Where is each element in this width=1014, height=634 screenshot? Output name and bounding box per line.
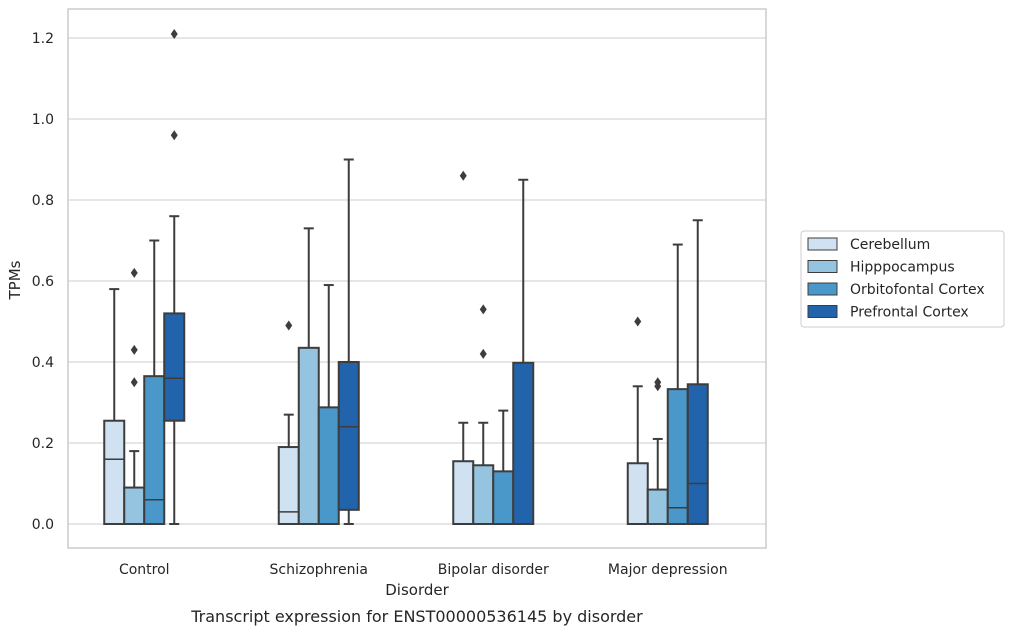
legend-frame [800, 230, 1005, 328]
outlier-point [479, 348, 487, 359]
box-groups [103, 28, 709, 526]
box-group-major-depression [626, 219, 709, 526]
y-tick-labels: 0.0 0.2 0.4 0.6 0.8 1.0 1.2 [32, 31, 54, 533]
y-tick-label: 0.6 [32, 274, 54, 290]
chart-caption: Transcript expression for ENST0000053614… [190, 607, 643, 626]
box-orbitofontal-cortex [666, 388, 689, 526]
box-hipppocampus [297, 346, 320, 526]
x-tick-label: Bipolar disorder [438, 562, 549, 578]
y-tick-label: 0.2 [32, 436, 54, 452]
legend: Cerebellum Hipppocampus Orbitofontal Corte… [800, 230, 1005, 328]
outlier-point [634, 316, 642, 327]
y-tick-label: 0.8 [32, 193, 54, 209]
gridlines [68, 37, 766, 525]
legend-label: Orbitofontal Cortex [850, 282, 985, 298]
box-group-bipolar-disorder [452, 170, 535, 526]
plot-frame [67, 8, 767, 549]
legend-label: Cerebellum [850, 237, 930, 253]
y-tick-label: 0.4 [32, 355, 54, 371]
outlier-point [130, 377, 138, 388]
legend-label: Hipppocampus [850, 260, 955, 276]
box-hipppocampus [472, 464, 495, 525]
box-prefrontal-cortex [686, 383, 709, 525]
box-prefrontal-cortex [163, 312, 186, 422]
x-tick-label: Schizophrenia [270, 562, 368, 578]
x-axis-label: Disorder [385, 581, 449, 599]
box-orbitofontal-cortex [143, 375, 166, 525]
outlier-point [459, 170, 467, 181]
box-orbitofontal-cortex [492, 470, 515, 526]
legend-swatch [807, 305, 838, 318]
outlier-point [170, 28, 178, 39]
legend-items: Cerebellum Hipppocampus Orbitofontal Corte… [807, 237, 985, 321]
outlier-point [285, 320, 293, 331]
legend-swatch [807, 260, 838, 273]
legend-label: Prefrontal Cortex [850, 305, 969, 321]
box-hipppocampus [123, 486, 146, 525]
x-tick-label: Major depression [608, 562, 728, 578]
y-tick-label: 0.0 [32, 517, 54, 533]
box-hipppocampus [646, 488, 669, 526]
box-cerebellum [452, 460, 475, 526]
legend-swatch [807, 237, 838, 251]
outlier-point [170, 130, 178, 141]
outlier-point [130, 344, 138, 355]
box-prefrontal-cortex [337, 361, 360, 511]
y-tick-label: 1.0 [32, 112, 54, 128]
x-tick-label: Control [119, 562, 170, 578]
box-cerebellum [103, 419, 126, 526]
x-tick-labels: Control Schizophrenia Bipolar disorder Majo… [119, 562, 728, 578]
y-tick-label: 1.2 [32, 31, 54, 47]
box-cerebellum [626, 462, 649, 525]
outlier-point [654, 377, 662, 388]
box-group-schizophrenia [277, 158, 360, 526]
box-group-control [103, 28, 186, 526]
outlier-point [130, 267, 138, 278]
outlier-point [479, 304, 487, 315]
box-orbitofontal-cortex [317, 406, 340, 525]
legend-swatch [807, 282, 838, 296]
y-axis-label: TPMs [6, 260, 24, 300]
box-prefrontal-cortex [512, 361, 535, 525]
